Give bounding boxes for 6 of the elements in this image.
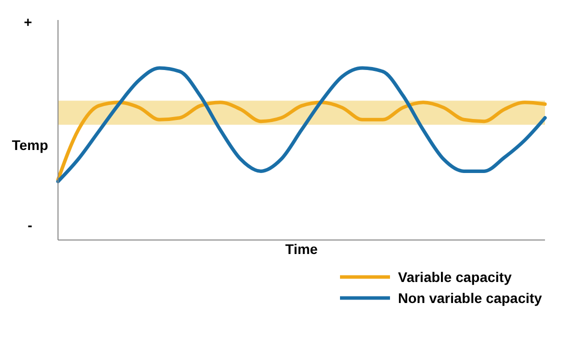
- text: +: [24, 14, 32, 30]
- y-axis-title: Temp: [12, 137, 48, 153]
- legend-label: Variable capacity: [398, 269, 512, 285]
- text: -: [28, 217, 33, 233]
- legend-label: Non variable capacity: [398, 290, 542, 306]
- x-axis-title: Time: [285, 241, 318, 257]
